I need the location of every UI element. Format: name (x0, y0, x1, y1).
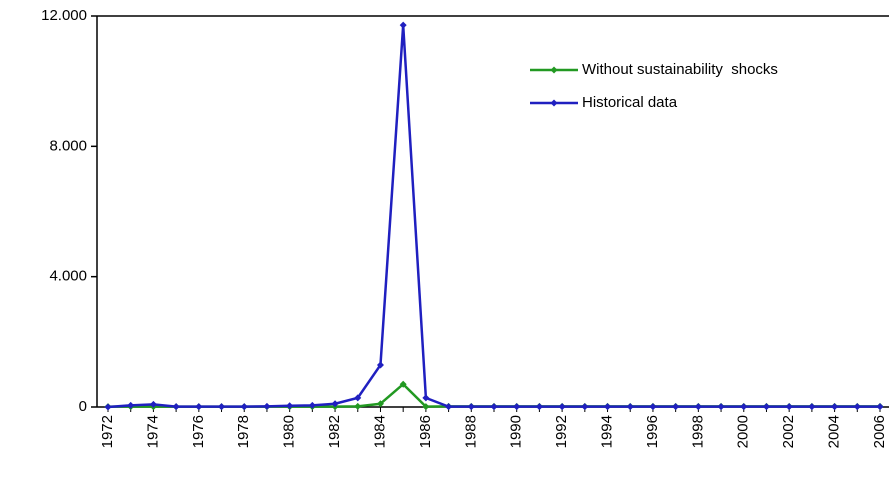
data-point (649, 403, 657, 411)
data-point (127, 401, 135, 409)
x-tick-label: 2004 (826, 415, 843, 448)
data-point (626, 403, 634, 411)
x-tick-label: 2006 (871, 415, 888, 448)
y-tick-label: 12.000 (41, 7, 87, 24)
y-tick-label: 0 (79, 398, 87, 415)
legend-marker (550, 66, 558, 74)
legend-label: Without sustainability shocks (582, 61, 778, 78)
x-tick-label: 1972 (99, 415, 116, 448)
data-point (376, 400, 384, 408)
series-line (107, 25, 880, 409)
x-tick-label: 1974 (144, 415, 161, 448)
data-point (422, 394, 430, 402)
y-tick-label: 4.000 (49, 268, 87, 285)
data-point (535, 403, 543, 411)
data-point (399, 21, 407, 29)
data-point (445, 403, 453, 411)
x-tick-label: 1978 (235, 415, 252, 448)
data-point (308, 401, 316, 409)
x-tick-label: 2000 (735, 415, 752, 448)
legend-marker (550, 99, 558, 107)
x-tick-label: 1998 (689, 415, 706, 448)
data-point (762, 403, 770, 411)
data-point (717, 403, 725, 411)
x-tick-label: 1988 (462, 415, 479, 448)
x-tick-label: 1994 (598, 415, 615, 448)
x-tick-label: 1990 (508, 415, 525, 448)
x-tick-label: 1976 (190, 415, 207, 448)
x-tick-label: 1982 (326, 415, 343, 448)
data-point (149, 400, 157, 408)
data-point (240, 403, 248, 411)
data-point (376, 361, 384, 369)
x-tick-label: 1992 (553, 415, 570, 448)
x-tick-label: 1980 (281, 415, 298, 448)
data-point (558, 403, 566, 411)
data-point (195, 403, 203, 411)
data-point (467, 403, 475, 411)
data-point (354, 394, 362, 402)
x-tick-label: 1984 (371, 415, 388, 448)
data-point (513, 403, 521, 411)
data-point (399, 380, 407, 388)
x-tick-label: 1986 (417, 415, 434, 448)
data-point (694, 403, 702, 411)
data-point (876, 403, 884, 411)
data-point (740, 403, 748, 411)
data-point (853, 403, 861, 411)
data-point (808, 403, 816, 411)
data-point (422, 403, 430, 411)
data-point (672, 403, 680, 411)
x-tick-label: 1996 (644, 415, 661, 448)
data-point (263, 402, 271, 410)
data-point (286, 402, 294, 410)
data-point (831, 403, 839, 411)
y-tick-label: 8.000 (49, 137, 87, 154)
data-point (218, 403, 226, 411)
data-point (490, 403, 498, 411)
data-point (172, 403, 180, 411)
x-tick-label: 2002 (780, 415, 797, 448)
data-point (104, 403, 112, 411)
data-point (785, 403, 793, 411)
data-point (354, 402, 362, 410)
data-point (604, 403, 612, 411)
data-point (331, 400, 339, 408)
data-point (581, 403, 589, 411)
legend-label: Historical data (582, 94, 678, 111)
